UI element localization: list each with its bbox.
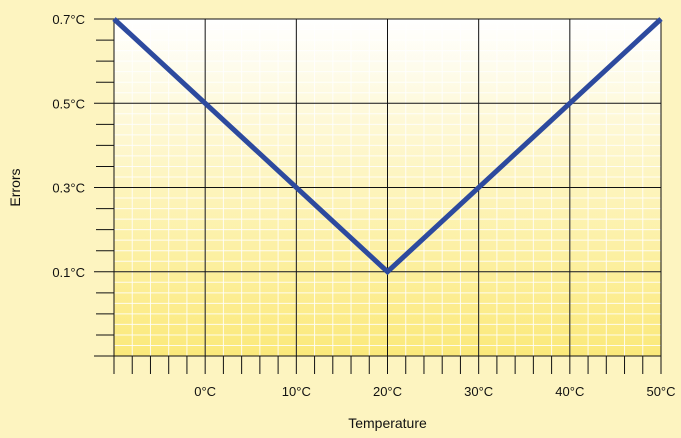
x-tick-label: 10°C bbox=[282, 384, 311, 399]
x-tick-label: 50°C bbox=[646, 384, 675, 399]
y-tick-label: 0.3°C bbox=[52, 181, 85, 196]
x-tick-label: 30°C bbox=[464, 384, 493, 399]
y-tick-labels: 0.1°C 0.3°C 0.5°C 0.7°C bbox=[52, 12, 85, 280]
y-tick-label: 0.1°C bbox=[52, 265, 85, 280]
y-tick-label: 0.5°C bbox=[52, 96, 85, 111]
x-tick-label: 0°C bbox=[194, 384, 216, 399]
y-axis-label: Errors bbox=[7, 168, 23, 206]
x-tick-label: 20°C bbox=[373, 384, 402, 399]
axes bbox=[94, 18, 662, 374]
series-line bbox=[112, 17, 663, 276]
x-tick-label: 40°C bbox=[555, 384, 584, 399]
x-tick-labels: 0°C 10°C 20°C 30°C 40°C 50°C bbox=[194, 384, 675, 399]
x-axis-label: Temperature bbox=[348, 415, 427, 431]
y-tick-label: 0.7°C bbox=[52, 12, 85, 27]
series-layer bbox=[112, 17, 663, 276]
